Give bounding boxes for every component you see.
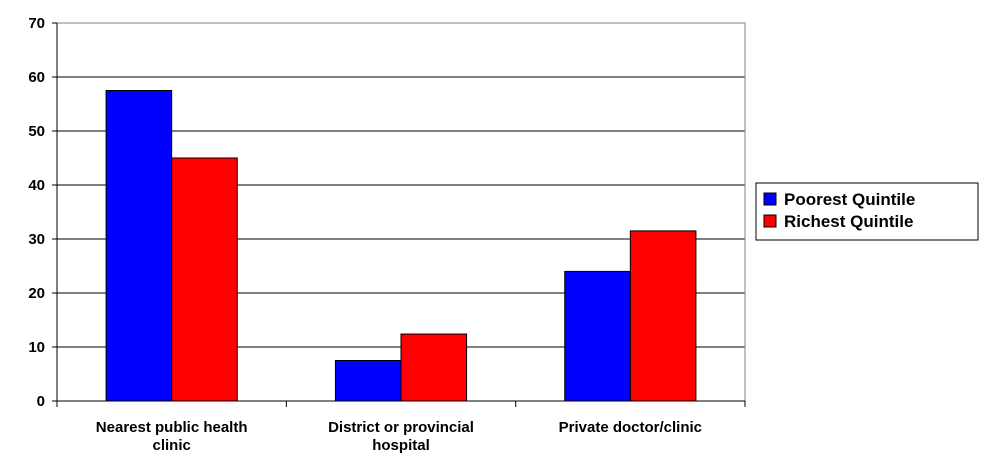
y-axis: 0 10 20 30 40 50 60 70	[28, 15, 58, 410]
y-tick-label: 60	[28, 69, 45, 86]
y-tick-label: 40	[28, 177, 45, 194]
legend-swatch	[763, 192, 777, 206]
bar-richest-quintile	[171, 157, 238, 402]
legend-label: Richest Quintile	[784, 212, 913, 231]
bar-richest-quintile	[629, 230, 697, 402]
x-category-label: hospital	[372, 437, 430, 454]
legend: Poorest Quintile Richest Quintile	[755, 182, 979, 241]
legend-box	[755, 182, 979, 241]
x-category-label: Nearest public health	[96, 419, 248, 436]
bar-poorest-quintile	[564, 270, 631, 402]
bar-poorest-quintile	[334, 360, 402, 402]
y-tick-label: 30	[28, 231, 45, 248]
bar-richest-quintile	[400, 333, 468, 402]
y-tick-label: 20	[28, 285, 45, 302]
bars	[105, 90, 697, 402]
legend-label: Poorest Quintile	[784, 190, 915, 209]
y-tick-label: 50	[28, 123, 45, 140]
bar-poorest-quintile	[105, 90, 173, 402]
x-category-label: clinic	[152, 437, 190, 454]
legend-swatch	[763, 214, 777, 228]
y-tick-label: 70	[28, 15, 45, 32]
y-tick-label: 10	[28, 339, 45, 356]
x-category-label: District or provincial	[328, 419, 474, 436]
y-tick-label: 0	[37, 393, 45, 410]
x-category-label: Private doctor/clinic	[559, 419, 702, 436]
